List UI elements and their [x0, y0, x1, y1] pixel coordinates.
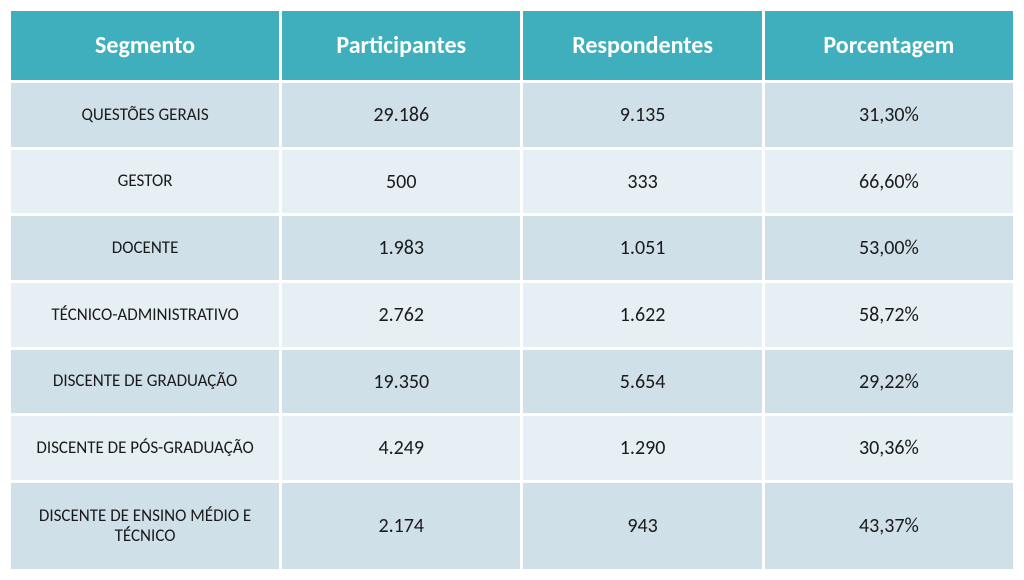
col-header-respondentes: Respondentes — [523, 11, 761, 80]
cell-respondentes: 943 — [523, 483, 761, 569]
col-header-segmento: Segmento — [11, 11, 279, 80]
cell-segment: DISCENTE DE GRADUAÇÃO — [11, 350, 279, 414]
table-row: GESTOR 500 333 66,60% — [11, 150, 1013, 214]
cell-participantes: 4.249 — [282, 416, 520, 480]
table-row: DISCENTE DE ENSINO MÉDIO E TÉCNICO 2.174… — [11, 483, 1013, 569]
cell-segment: QUESTÕES GERAIS — [11, 83, 279, 147]
cell-respondentes: 1.622 — [523, 283, 761, 347]
cell-porcentagem: 58,72% — [765, 283, 1013, 347]
table-row: DISCENTE DE PÓS-GRADUAÇÃO 4.249 1.290 30… — [11, 416, 1013, 480]
cell-porcentagem: 43,37% — [765, 483, 1013, 569]
cell-participantes: 2.174 — [282, 483, 520, 569]
cell-segment: DISCENTE DE PÓS-GRADUAÇÃO — [11, 416, 279, 480]
table-row: DOCENTE 1.983 1.051 53,00% — [11, 216, 1013, 280]
col-header-porcentagem: Porcentagem — [765, 11, 1013, 80]
cell-porcentagem: 66,60% — [765, 150, 1013, 214]
col-header-participantes: Participantes — [282, 11, 520, 80]
cell-porcentagem: 30,36% — [765, 416, 1013, 480]
cell-segment: DISCENTE DE ENSINO MÉDIO E TÉCNICO — [11, 483, 279, 569]
table-row: TÉCNICO-ADMINISTRATIVO 2.762 1.622 58,72… — [11, 283, 1013, 347]
cell-participantes: 1.983 — [282, 216, 520, 280]
table-body: QUESTÕES GERAIS 29.186 9.135 31,30% GEST… — [11, 83, 1013, 569]
table-row: QUESTÕES GERAIS 29.186 9.135 31,30% — [11, 83, 1013, 147]
table-row: DISCENTE DE GRADUAÇÃO 19.350 5.654 29,22… — [11, 350, 1013, 414]
cell-segment: DOCENTE — [11, 216, 279, 280]
cell-participantes: 2.762 — [282, 283, 520, 347]
cell-porcentagem: 53,00% — [765, 216, 1013, 280]
cell-participantes: 500 — [282, 150, 520, 214]
cell-porcentagem: 31,30% — [765, 83, 1013, 147]
cell-respondentes: 5.654 — [523, 350, 761, 414]
segment-table: Segmento Participantes Respondentes Porc… — [8, 8, 1016, 572]
cell-porcentagem: 29,22% — [765, 350, 1013, 414]
cell-participantes: 19.350 — [282, 350, 520, 414]
cell-segment: TÉCNICO-ADMINISTRATIVO — [11, 283, 279, 347]
cell-respondentes: 9.135 — [523, 83, 761, 147]
cell-participantes: 29.186 — [282, 83, 520, 147]
cell-segment: GESTOR — [11, 150, 279, 214]
cell-respondentes: 333 — [523, 150, 761, 214]
cell-respondentes: 1.290 — [523, 416, 761, 480]
cell-respondentes: 1.051 — [523, 216, 761, 280]
table-header: Segmento Participantes Respondentes Porc… — [11, 11, 1013, 80]
